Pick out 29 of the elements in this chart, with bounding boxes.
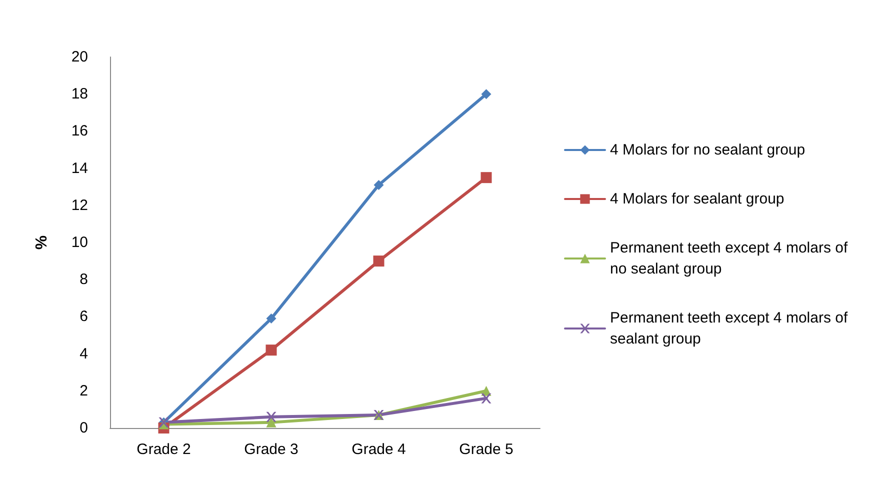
y-tick-label: 8 — [80, 271, 88, 288]
point — [481, 393, 492, 404]
point — [266, 417, 276, 428]
y-tick-label: 18 — [71, 86, 88, 103]
y-tick-label: 0 — [80, 420, 88, 436]
point — [374, 180, 384, 190]
point — [480, 172, 492, 184]
x-tick-label: Grade 5 — [459, 441, 514, 458]
y-tick-label: 6 — [80, 308, 88, 326]
point — [481, 89, 492, 100]
point — [266, 412, 276, 422]
y-tick-label: 14 — [71, 160, 88, 177]
x-tick-label: Grade 3 — [244, 441, 298, 458]
point — [266, 314, 276, 324]
y-tick-label: 16 — [71, 122, 88, 140]
y-tick-label: 2 — [80, 382, 88, 400]
y-tick-label: 12 — [71, 196, 88, 214]
legend-label: 4 Molars for sealant group — [610, 190, 784, 208]
legend-label: 4 Molars for no sealant group — [610, 142, 806, 158]
y-tick-label: 4 — [80, 345, 88, 362]
x-tick-label: Grade 2 — [136, 441, 191, 458]
point — [266, 344, 277, 356]
y-tick-label: 20 — [71, 48, 88, 66]
point — [373, 256, 384, 267]
x-tick-label: Grade 4 — [352, 441, 406, 458]
legend-label: Permanent teeth except 4 molars of sealant group — [610, 310, 852, 348]
legend-label: Permanent teeth except 4 molars of no sealant group — [610, 240, 852, 278]
y-axis-title: % — [34, 235, 50, 250]
y-tick-label: 10 — [71, 234, 88, 251]
